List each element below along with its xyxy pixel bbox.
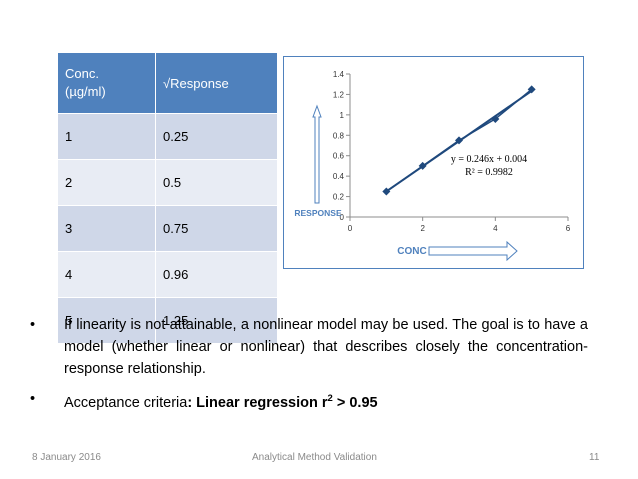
- data-point: [418, 161, 427, 170]
- footer-page-number: 11: [589, 452, 600, 463]
- bullet-linearity: • If linearity is not attainable, a nonl…: [30, 314, 588, 380]
- table-row: 4 0.96: [58, 251, 277, 298]
- bullet-dot-icon: •: [30, 317, 36, 333]
- acceptance-text: : Linear regression r: [187, 394, 328, 411]
- table-row: 2 0.5: [58, 159, 277, 206]
- y-arrow-icon: [312, 104, 322, 204]
- data-point: [455, 136, 463, 145]
- table-row: 3 0.75: [58, 205, 277, 252]
- y-tick-label: 1.4: [333, 70, 345, 79]
- footer-title: Analytical Method Validation: [252, 452, 377, 463]
- y-tick-label: 0: [340, 213, 345, 222]
- cell-conc: 4: [58, 251, 156, 298]
- data-point: [527, 85, 536, 94]
- footer-date: 8 January 2016: [32, 452, 101, 463]
- header-conc-unit: (µg/ml): [65, 84, 106, 99]
- y-tick-label: 1: [340, 111, 345, 120]
- cell-response: 0.96: [155, 251, 277, 298]
- x-tick-label: 2: [420, 224, 425, 233]
- calibration-chart: 0 0.2 0.4 0.6 0.8 1 1.2 1.4 0 2 4 6 y = 0.246x + 0.0…: [283, 56, 584, 269]
- trendline-r2: R² = 0.9982: [465, 167, 513, 178]
- x-tick-label: 4: [493, 224, 498, 233]
- bullet-dot-icon: •: [30, 391, 36, 407]
- acceptance-threshold: > 0.95: [332, 394, 378, 411]
- data-table: Conc. (µg/ml) √Response 1 0.25 2 0.5 3 0…: [58, 53, 277, 344]
- y-tick-label: 0.6: [333, 152, 345, 161]
- x-arrow-icon: [428, 240, 518, 262]
- data-point: [382, 187, 391, 196]
- cell-conc: 5: [58, 297, 156, 344]
- cell-response: 0.5: [155, 159, 277, 206]
- table-row: 1 0.25: [58, 113, 277, 160]
- table-header-row: Conc. (µg/ml) √Response: [58, 53, 277, 114]
- y-tick-label: 0.8: [333, 131, 345, 140]
- cell-conc: 3: [58, 205, 156, 252]
- acceptance-exponent: 2: [327, 393, 333, 404]
- y-tick-label: 0.4: [333, 172, 345, 181]
- header-conc-label: Conc.: [65, 66, 99, 81]
- x-tick-label: 0: [348, 224, 353, 233]
- x-tick-label: 6: [566, 224, 571, 233]
- x-axis-label: CONC: [397, 246, 426, 257]
- acceptance-label: Acceptance criteria: [64, 394, 188, 411]
- data-point: [491, 114, 500, 123]
- cell-response: 1.25: [155, 297, 277, 344]
- y-tick-label: 0.2: [333, 193, 345, 202]
- y-axis-label: RESPONSE: [294, 208, 342, 218]
- header-response: √Response: [155, 53, 277, 114]
- bullet-linearity-text: If linearity is not attainable, a nonlin…: [64, 317, 588, 377]
- header-conc: Conc. (µg/ml): [58, 53, 156, 114]
- bullet-list: • If linearity is not attainable, a nonl…: [30, 314, 588, 414]
- bullet-acceptance: • Acceptance criteria: Linear regression…: [30, 388, 588, 414]
- cell-response: 0.75: [155, 205, 277, 252]
- chart-svg: 0 0.2 0.4 0.6 0.8 1 1.2 1.4 0 2 4 6 y = 0.246x + 0.0…: [294, 70, 571, 262]
- cell-conc: 1: [58, 113, 156, 160]
- trendline-equation: y = 0.246x + 0.004: [451, 154, 527, 165]
- acceptance-criteria: : Linear regression r2 > 0.95: [187, 393, 378, 411]
- cell-response: 0.25: [155, 113, 277, 160]
- cell-conc: 2: [58, 159, 156, 206]
- table-row: 5 1.25: [58, 297, 277, 344]
- y-tick-label: 1.2: [333, 90, 345, 99]
